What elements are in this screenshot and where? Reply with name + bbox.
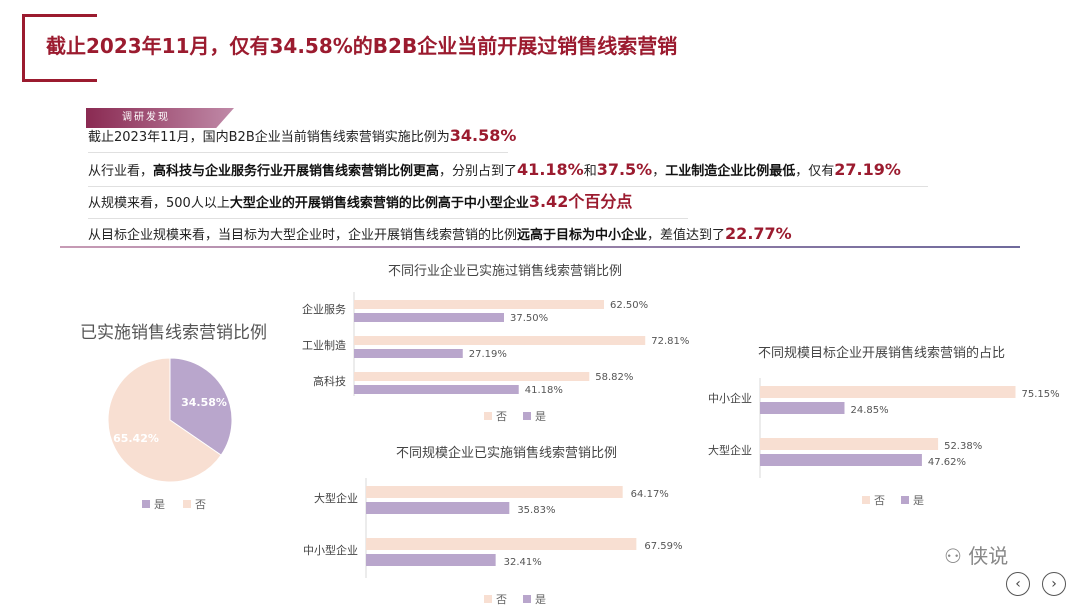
bar-value-label: 58.82%: [595, 372, 633, 383]
bar-value-label: 24.85%: [850, 405, 888, 416]
legend-label-yes: 是: [535, 593, 546, 606]
page-title: 截止2023年11月，仅有34.58%的B2B企业当前开展过销售线索营销: [46, 34, 678, 58]
category-label: 企业服务: [302, 302, 346, 316]
bar-no: [760, 438, 939, 450]
category-label: 大型企业: [314, 491, 358, 505]
bar-yes: [354, 349, 463, 358]
bar-value-label: 35.83%: [517, 505, 555, 516]
bar-no: [760, 386, 1016, 398]
bar-value-label: 37.50%: [510, 313, 548, 324]
category-label: 高科技: [313, 374, 346, 388]
bar-value-label: 41.18%: [525, 385, 563, 396]
prev-page-button[interactable]: ‹: [1006, 572, 1030, 596]
bar-no: [366, 486, 623, 498]
size-legend: 否 是: [484, 591, 546, 607]
category-label: 工业制造: [302, 338, 346, 352]
bar-value-label: 67.59%: [644, 541, 682, 552]
wechat-icon: ⚇: [944, 544, 962, 568]
pie-chart-title: 已实施销售线索营销比例: [80, 323, 267, 343]
bar-yes: [366, 502, 510, 514]
pie-chart: 34.58% 65.42%: [107, 357, 233, 483]
category-label: 中小企业: [708, 391, 752, 405]
legend-label-no: 否: [496, 593, 507, 606]
finding-line-1: 截止2023年11月，国内B2B企业当前销售线索营销实施比例为34.58%: [88, 126, 517, 145]
legend-label-no: 否: [874, 494, 885, 507]
section-divider: [60, 246, 1020, 248]
legend-label-no: 否: [496, 410, 507, 423]
bar-no: [354, 300, 604, 309]
legend-label-yes: 是: [535, 410, 546, 423]
industry-bar-chart: 企业服务 62.50% 37.50% 工业制造 72.81% 27.19% 高科技 58.82…: [302, 292, 689, 396]
bar-value-label: 72.81%: [651, 336, 689, 347]
industry-chart-title: 不同行业企业已实施过销售线索营销比例: [388, 264, 623, 279]
target-legend: 否 是: [862, 492, 924, 508]
title-frame: [22, 14, 97, 82]
target-bar-chart: 中小企业 75.15% 24.85% 大型企业 52.38% 47.62%: [708, 378, 1060, 478]
legend-swatch-no: [183, 500, 191, 508]
legend-label-yes: 是: [154, 498, 165, 511]
next-page-button[interactable]: ›: [1042, 572, 1066, 596]
industry-legend: 否 是: [484, 408, 546, 424]
bar-no: [354, 372, 590, 381]
target-chart-title: 不同规模目标企业开展销售线索营销的占比: [758, 346, 1006, 361]
finding-line-3: 从规模来看，500人以上大型企业的开展销售线索营销的比例高于中小型企业3.42个…: [88, 192, 633, 211]
category-label: 大型企业: [708, 443, 752, 457]
bar-yes: [760, 402, 845, 414]
pie-legend: 是 否: [142, 496, 206, 512]
pie-slice-yes: [169, 357, 233, 456]
bar-value-label: 32.41%: [504, 557, 542, 568]
bar-yes: [760, 454, 922, 466]
bar-value-label: 62.50%: [610, 300, 648, 311]
pie-slice-label: 65.42%: [113, 432, 159, 445]
finding-line-2: 从行业看，高科技与企业服务行业开展销售线索营销比例更高，分别占到了41.18%和…: [88, 160, 901, 179]
bar-value-label: 75.15%: [1022, 389, 1060, 400]
pie-slice-label: 34.58%: [181, 396, 227, 409]
category-label: 中小型企业: [303, 543, 358, 557]
legend-label-yes: 是: [913, 494, 924, 507]
legend-label-no: 否: [195, 498, 206, 511]
bar-value-label: 52.38%: [944, 441, 982, 452]
size-chart-title: 不同规模企业已实施销售线索营销比例: [396, 446, 618, 461]
bar-yes: [354, 385, 519, 394]
bar-yes: [354, 313, 504, 322]
pie-slice-no: [107, 357, 222, 483]
finding-line-4: 从目标企业规模来看，当目标为大型企业时，企业开展销售线索营销的比例远高于目标为中…: [88, 224, 792, 243]
findings-tag: 调研发现: [86, 108, 234, 128]
bar-value-label: 27.19%: [469, 349, 507, 360]
bar-yes: [366, 554, 496, 566]
size-bar-chart: 大型企业 64.17% 35.83% 中小型企业 67.59% 32.41%: [303, 478, 683, 578]
bar-value-label: 47.62%: [928, 457, 966, 468]
bar-no: [354, 336, 646, 345]
legend-swatch-yes: [142, 500, 150, 508]
bar-value-label: 64.17%: [631, 489, 669, 500]
bar-no: [366, 538, 637, 550]
watermark: ⚇ 侠说: [944, 544, 1009, 568]
